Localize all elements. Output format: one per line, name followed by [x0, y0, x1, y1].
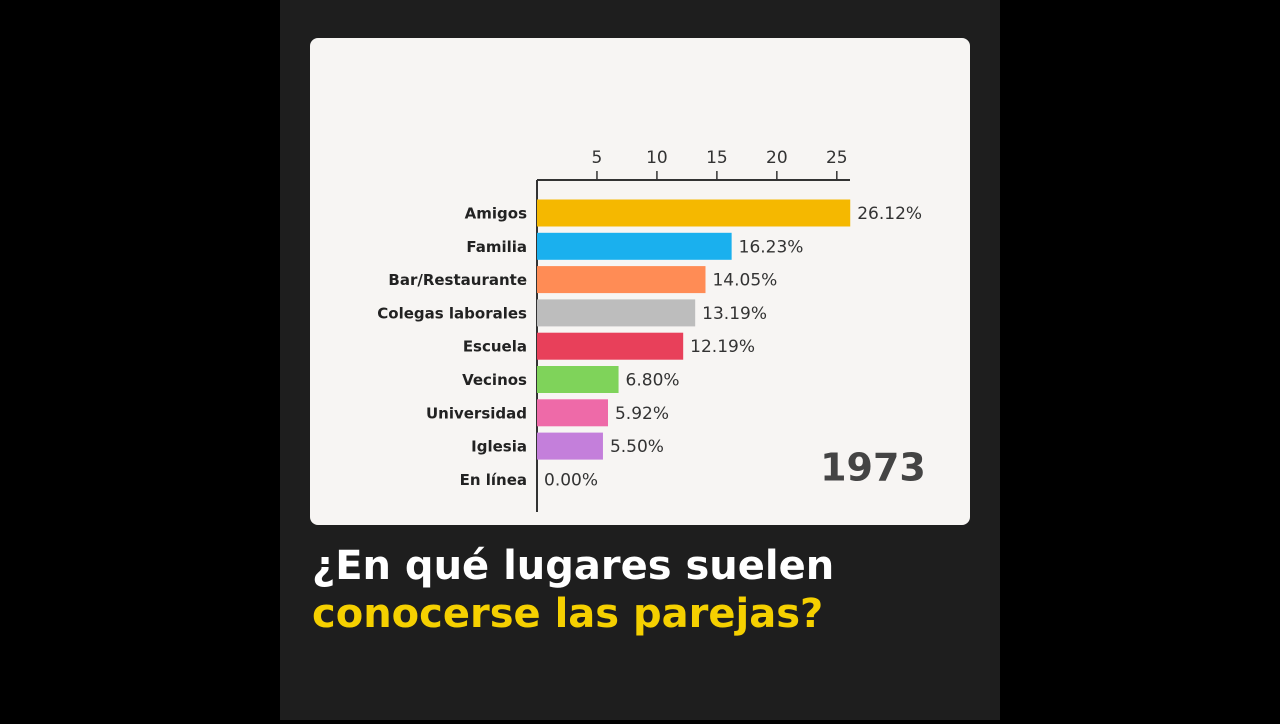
category-label: Vecinos — [462, 371, 527, 389]
value-label: 5.92% — [615, 404, 669, 424]
x-tick-label: 10 — [646, 148, 668, 168]
x-tick-label: 15 — [706, 148, 728, 168]
year-annotation: 1973 — [820, 446, 926, 490]
value-label: 5.50% — [610, 437, 664, 457]
value-label: 16.23% — [739, 237, 804, 257]
category-label: Familia — [466, 238, 527, 256]
bar — [537, 366, 619, 393]
bar — [537, 399, 608, 427]
value-label: 14.05% — [712, 271, 777, 291]
category-label: Universidad — [426, 404, 527, 422]
category-label: En línea — [460, 471, 527, 489]
bar — [537, 266, 706, 294]
x-tick-label: 25 — [826, 148, 848, 168]
category-label: Escuela — [463, 338, 527, 356]
value-label: 26.12% — [857, 204, 922, 224]
value-label: 13.19% — [702, 304, 767, 324]
value-label: 6.80% — [626, 371, 680, 391]
bar — [537, 232, 732, 260]
value-label: 0.00% — [544, 470, 598, 490]
category-label: Colegas laborales — [377, 304, 527, 322]
bar — [537, 432, 603, 460]
x-tick-label: 20 — [766, 148, 788, 168]
category-label: Bar/Restaurante — [388, 271, 527, 289]
bar — [537, 332, 684, 360]
bar — [537, 199, 851, 227]
category-label: Amigos — [465, 205, 527, 223]
title-line: conocerse las parejas? — [312, 591, 823, 637]
category-label: Iglesia — [471, 438, 527, 456]
x-tick-label: 5 — [592, 148, 603, 168]
title-line: ¿En qué lugares suelen — [312, 543, 834, 589]
bar — [537, 299, 696, 327]
value-label: 12.19% — [690, 337, 755, 357]
